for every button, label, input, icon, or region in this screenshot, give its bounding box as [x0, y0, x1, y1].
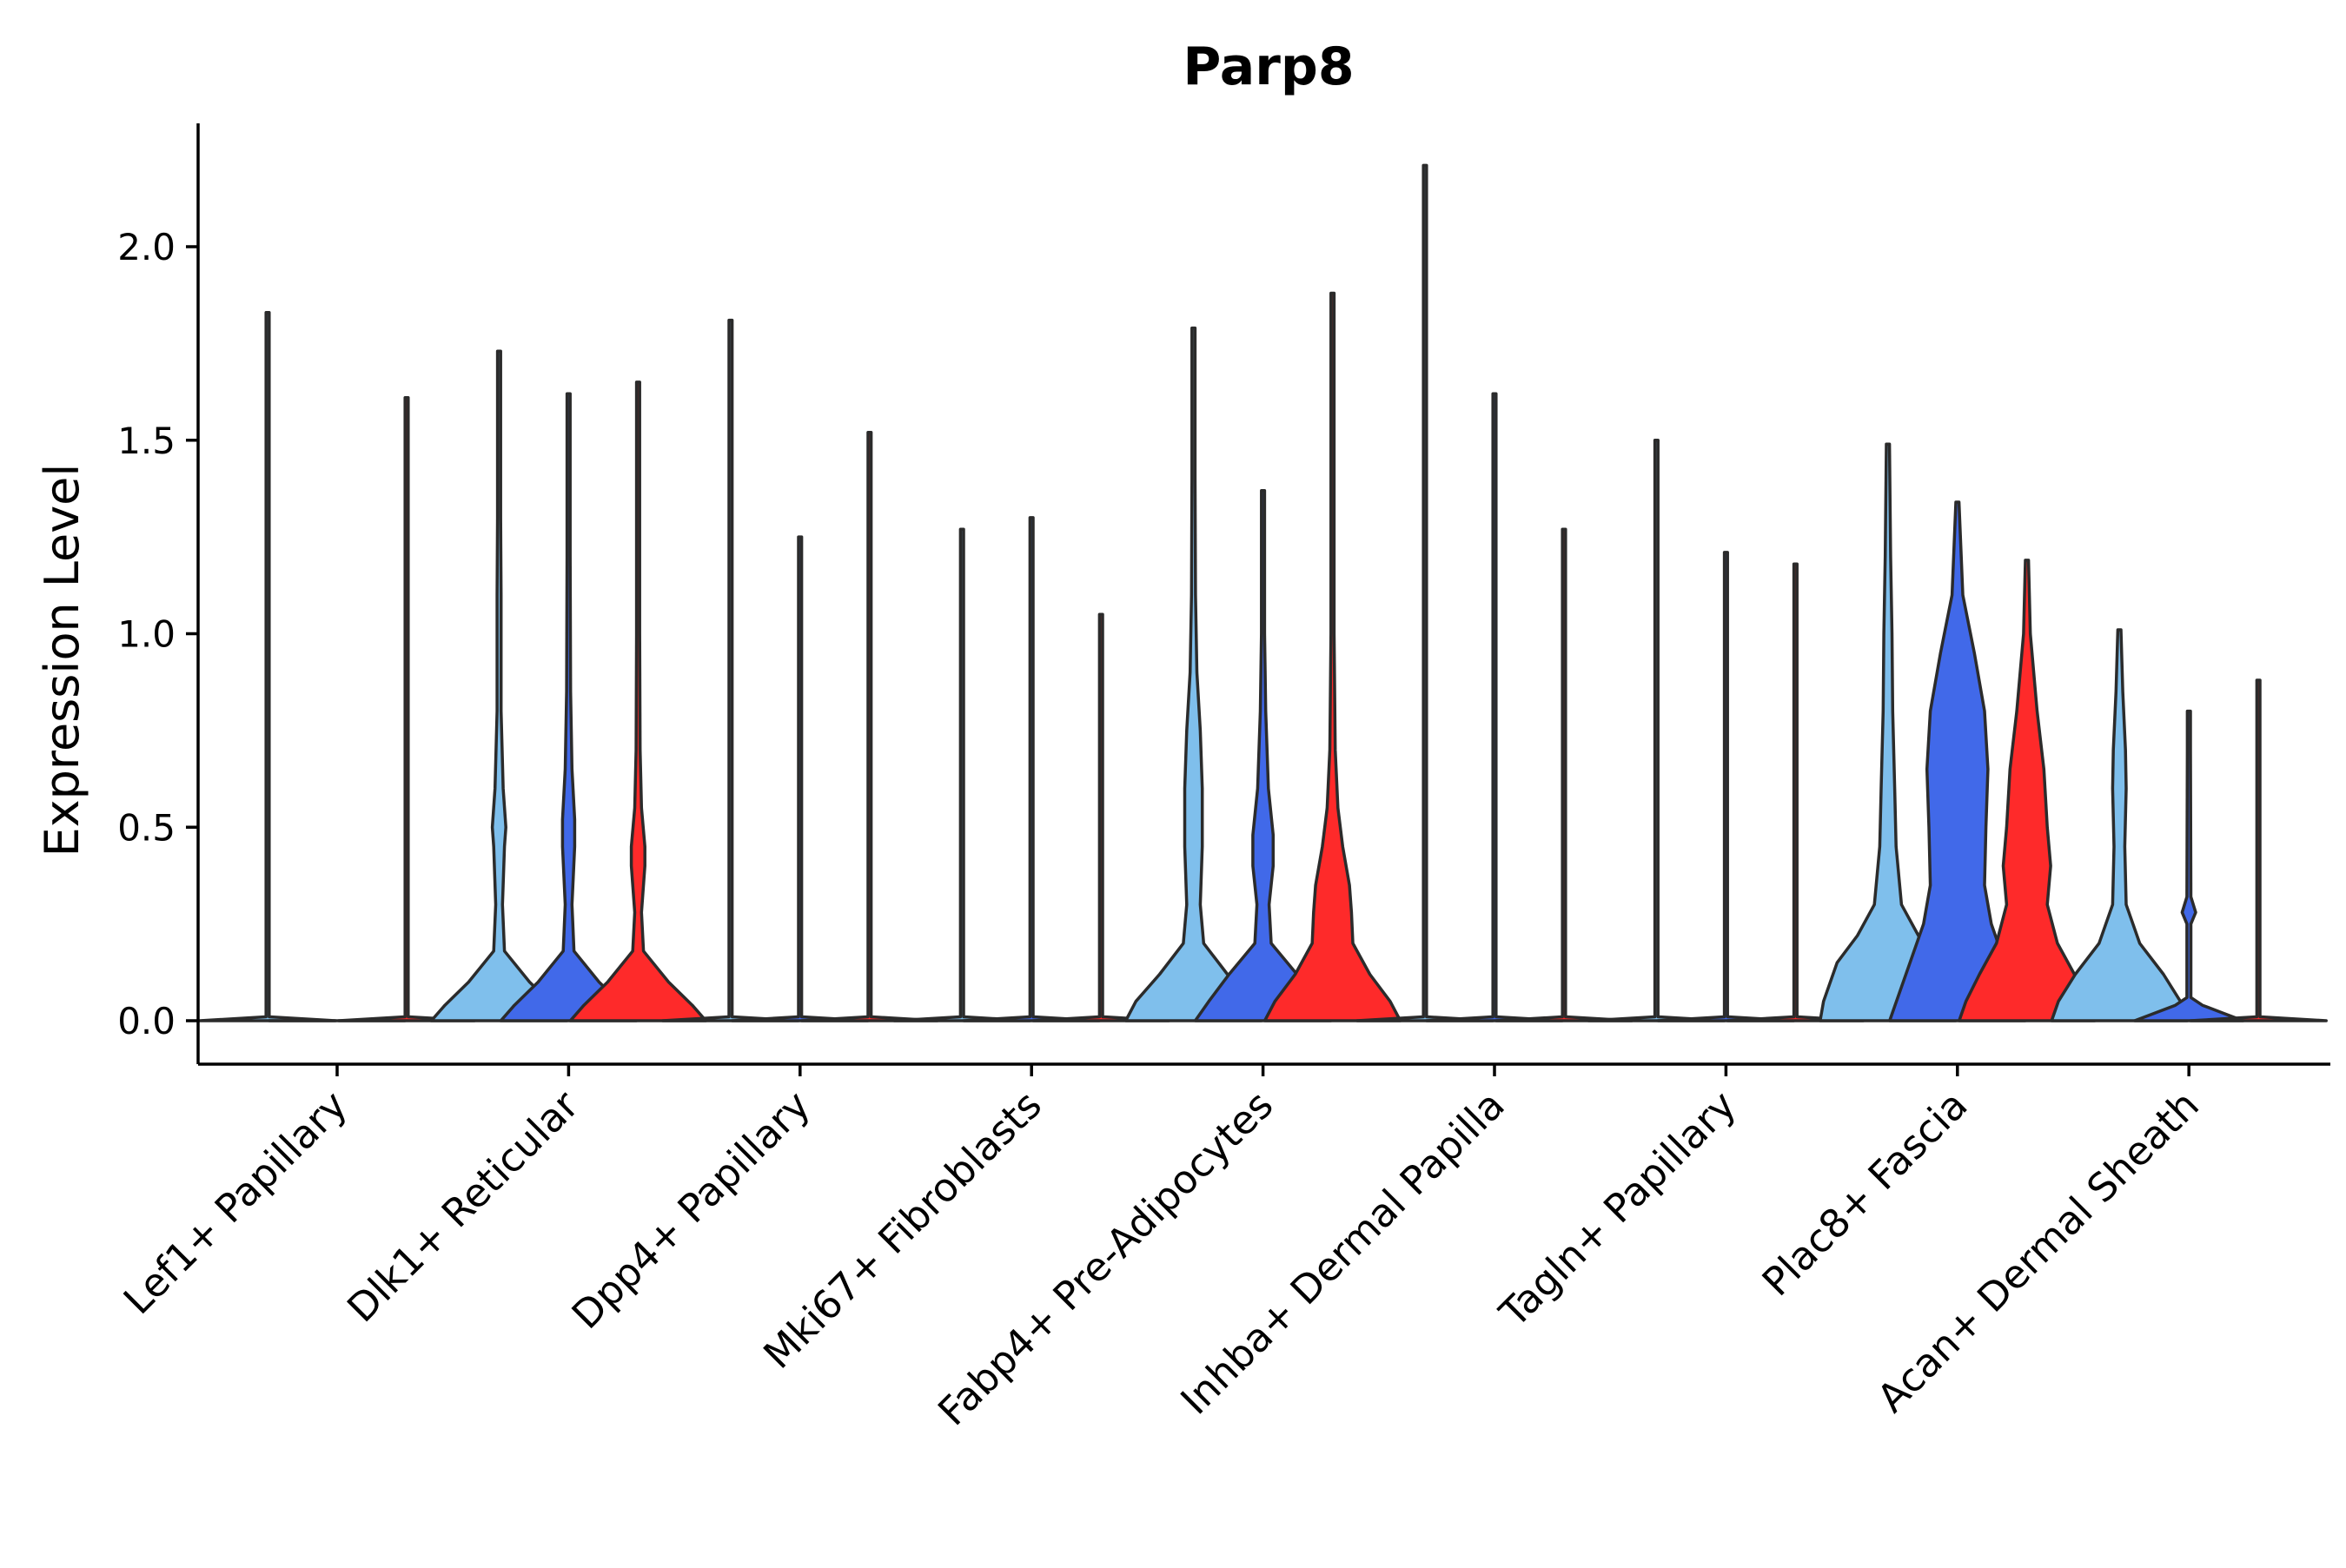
violin-layer [198, 163, 2328, 1022]
violin-1-series-1 [198, 310, 337, 1022]
violin-5-series-3 [1262, 291, 1402, 1022]
violin-9-series-2 [2133, 709, 2245, 1022]
x-tick-label: Dlk1+ Reticular [338, 1082, 587, 1331]
violin-6-series-3 [1494, 527, 1634, 1022]
violin-5-series-1 [1123, 326, 1263, 1022]
chart-title: Parp8 [1183, 36, 1354, 97]
x-tick-label: Tagln+ Papillary [1490, 1082, 1745, 1336]
violin-2-series-1 [429, 349, 569, 1022]
violin-6-series-1 [1355, 163, 1494, 1022]
violin-7-series-2 [1656, 551, 1796, 1022]
violin-7-series-3 [1726, 562, 1866, 1022]
y-tick-label: 2.0 [117, 226, 176, 268]
violin-1-series-3 [337, 395, 476, 1022]
violin-9-series-3 [2189, 678, 2328, 1022]
violin-9-series-1 [2050, 628, 2189, 1022]
violin-2-series-3 [568, 380, 708, 1022]
violin-3-series-3 [800, 431, 939, 1022]
violin-8-series-3 [1958, 559, 2097, 1022]
x-tick-label: Lef1+ Papillary [115, 1082, 356, 1323]
violin-4-series-2 [962, 516, 1101, 1022]
violin-4-series-3 [1031, 612, 1170, 1022]
violin-8-series-2 [1888, 500, 2027, 1022]
violin-2-series-2 [499, 392, 639, 1022]
y-tick-label: 0.5 [117, 806, 176, 849]
y-axis-label: Expression Level [35, 464, 89, 857]
violin-3-series-2 [731, 535, 870, 1022]
y-tick-label: 1.0 [117, 613, 176, 656]
violin-6-series-2 [1425, 392, 1564, 1022]
violin-7-series-1 [1587, 439, 1726, 1022]
y-tick-label: 1.5 [117, 420, 176, 462]
violin-3-series-1 [661, 318, 800, 1022]
y-tick-label: 0.0 [117, 1000, 176, 1042]
x-tick-label: Plac8+ Fascia [1753, 1082, 1977, 1305]
violin-5-series-2 [1193, 488, 1333, 1022]
violin-4-series-1 [892, 527, 1031, 1022]
x-tick-label: Dpp4+ Papillary [563, 1082, 819, 1338]
